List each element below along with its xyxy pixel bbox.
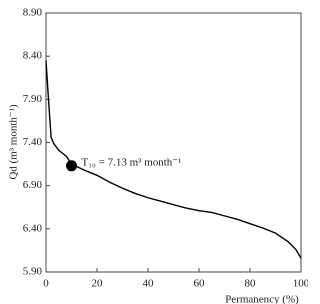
y-tick-label: 8.40 bbox=[23, 50, 43, 62]
highlight-point bbox=[66, 160, 77, 172]
x-tick-label: 100 bbox=[293, 278, 308, 290]
y-tick-label: 7.90 bbox=[23, 93, 43, 105]
x-tick-label: 0 bbox=[43, 278, 49, 290]
data-line bbox=[45, 60, 302, 259]
y-tick-label: 8.90 bbox=[23, 7, 43, 19]
y-tick-label: 5.90 bbox=[23, 266, 43, 278]
x-axis-label: Permanency (%) bbox=[225, 294, 299, 304]
x-tick-label: 40 bbox=[143, 278, 155, 290]
y-axis-label: Qd (m³ month⁻¹) bbox=[8, 104, 20, 180]
y-tick-label: 6.40 bbox=[23, 222, 43, 234]
plot-frame bbox=[45, 12, 302, 273]
y-tick-label: 7.40 bbox=[23, 136, 43, 148]
x-tick-label: 60 bbox=[194, 278, 206, 290]
x-tick-label: 20 bbox=[92, 278, 104, 290]
y-tick-label: 6.90 bbox=[23, 179, 43, 191]
highlight-label: T₁₀ = 7.13 m³ month⁻¹ bbox=[82, 156, 182, 168]
x-tick-label: 80 bbox=[245, 278, 257, 290]
chart: Qd (m³ month⁻¹) Permanency (%) 5.90 6.40 6… bbox=[8, 7, 308, 304]
